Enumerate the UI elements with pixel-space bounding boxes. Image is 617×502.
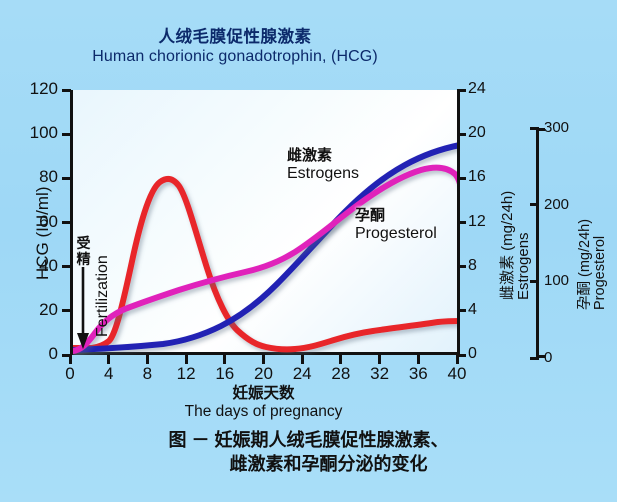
x-axis-tick-label: 4 (103, 364, 114, 383)
figure-caption: 图 － 妊娠期人绒毛膜促性腺激素、 雌激素和孕酮分泌的变化 (0, 428, 617, 477)
chart-title-english: Human chorionic gonadotrophin, (HCG) (92, 48, 378, 66)
y-axis-right2-tick-label: 0 (544, 349, 553, 366)
x-axis-tick-mark (184, 355, 188, 364)
y-axis-left-tick-mark (62, 176, 71, 180)
x-axis-tick-mark (416, 355, 420, 364)
y-axis-right1-tick-mark (457, 353, 466, 357)
y-axis-right2-tick-mark (530, 356, 539, 360)
y-axis-left-tick-label: 80 (39, 167, 58, 187)
curve-progesterol (73, 164, 460, 354)
curves-svg (73, 142, 460, 354)
y-axis-left-tick-label: 20 (39, 299, 58, 319)
x-axis-title-en: The days of pregnancy (184, 402, 343, 420)
y-axis-left-tick-label: 0 (48, 344, 58, 363)
chart-title: 人绒毛膜促性腺激素 Human chorionic gonadotrophin,… (0, 28, 470, 67)
x-axis-tick-label: 32 (370, 364, 390, 383)
plot-area (70, 90, 460, 355)
x-axis-tick-label: 24 (292, 364, 312, 383)
y-axis-right2-title-en: Progesterol (592, 235, 609, 310)
y-axis-left-tick-mark (62, 353, 71, 357)
chart-title-chinese: 人绒毛膜促性腺激素 (158, 28, 312, 46)
x-axis-tick-mark (145, 355, 149, 364)
fertilization-label-chinese: 受精 (76, 235, 91, 268)
y-axis-right1-tick-mark (457, 309, 466, 313)
y-axis-right2-title: 孕酮 (mg/24h) Progesterol (577, 218, 609, 310)
figure-caption-line-1: 图 － 妊娠期人绒毛膜促性腺激素、 (168, 430, 449, 450)
x-axis-tick-mark (262, 355, 265, 364)
y-axis-right2-tick-label: 200 (544, 195, 570, 213)
x-axis-tick-mark (223, 355, 227, 364)
x-axis-tick-label: 36 (408, 364, 428, 383)
y-axis-left-tick-label: 100 (29, 123, 58, 143)
figure-caption-line-2: 雌激素和孕酮分泌的变化 (229, 454, 428, 475)
y-axis-left-tick-mark (62, 221, 71, 224)
y-axis-left-tick-mark (62, 265, 71, 269)
y-axis-right1-tick-label: 0 (468, 345, 477, 362)
y-axis-left-tick-label: 60 (39, 211, 58, 231)
x-axis-tick-label: 20 (254, 364, 273, 383)
x-axis-title: 妊娠天数 The days of pregnancy (70, 385, 457, 421)
y-axis-left-tick-mark (62, 309, 71, 313)
x-axis-tick-label: 8 (142, 364, 153, 383)
fertilization-arrow-icon (77, 267, 89, 349)
x-axis-tick-mark (68, 355, 72, 364)
y-axis-right2-tick-label: 300 (544, 119, 570, 136)
y-axis-right1-tick-mark (457, 88, 466, 92)
y-axis-right2-title-cn: 孕酮 (mg/24h) (577, 218, 593, 310)
x-axis-tick-label: 0 (65, 364, 75, 383)
y-axis-right1-title-cn: 雌激素 (mg/24h) (499, 190, 516, 300)
y-axis-left-tick-mark (62, 88, 71, 92)
y-axis-right1-tick-label: 20 (468, 124, 486, 142)
y-axis-right1-tick-label: 24 (468, 80, 486, 97)
x-axis-tick-mark (455, 355, 459, 364)
y-axis-right2-tick-mark (530, 203, 539, 207)
x-axis-tick-label: 12 (176, 364, 196, 383)
y-axis-right1-tick-label: 16 (468, 168, 486, 186)
fertilization-label-english: Fertilization (94, 255, 111, 337)
y-axis-right1-tick-label: 12 (468, 212, 486, 230)
y-axis-right1-title-en: Estrogens (514, 232, 532, 300)
y-axis-right1-tick-label: 8 (468, 256, 477, 274)
x-axis-tick-label: 16 (215, 364, 235, 383)
y-axis-right1-tick-label: 4 (468, 300, 477, 318)
y-axis-right1-title: 雌激素 (mg/24h) Estrogens (499, 190, 532, 300)
y-axis-left-tick-label: 40 (39, 255, 58, 275)
x-axis-tick-label: 40 (447, 364, 467, 383)
y-axis-right2-tick-label: 100 (544, 272, 570, 290)
x-axis-title-cn: 妊娠天数 (232, 385, 295, 402)
y-axis-right1-tick-mark (457, 221, 466, 224)
x-axis-tick-mark (107, 355, 111, 364)
y-axis-right2-tick-mark (530, 279, 539, 283)
right-axis-2-spine (536, 128, 545, 358)
y-axis-right1-tick-mark (457, 176, 466, 180)
x-axis-tick-mark (378, 355, 382, 364)
x-axis-tick-label: 28 (331, 364, 351, 383)
y-axis-right1-tick-mark (457, 132, 466, 136)
curve-estrogens (73, 142, 460, 353)
y-axis-right2-tick-mark (530, 126, 539, 130)
y-axis-left-tick-label: 120 (29, 79, 58, 98)
x-axis-tick-mark (339, 355, 343, 364)
y-axis-right1-tick-mark (457, 265, 466, 269)
y-axis-left-tick-mark (62, 132, 71, 136)
x-axis-tick-mark (300, 355, 304, 364)
